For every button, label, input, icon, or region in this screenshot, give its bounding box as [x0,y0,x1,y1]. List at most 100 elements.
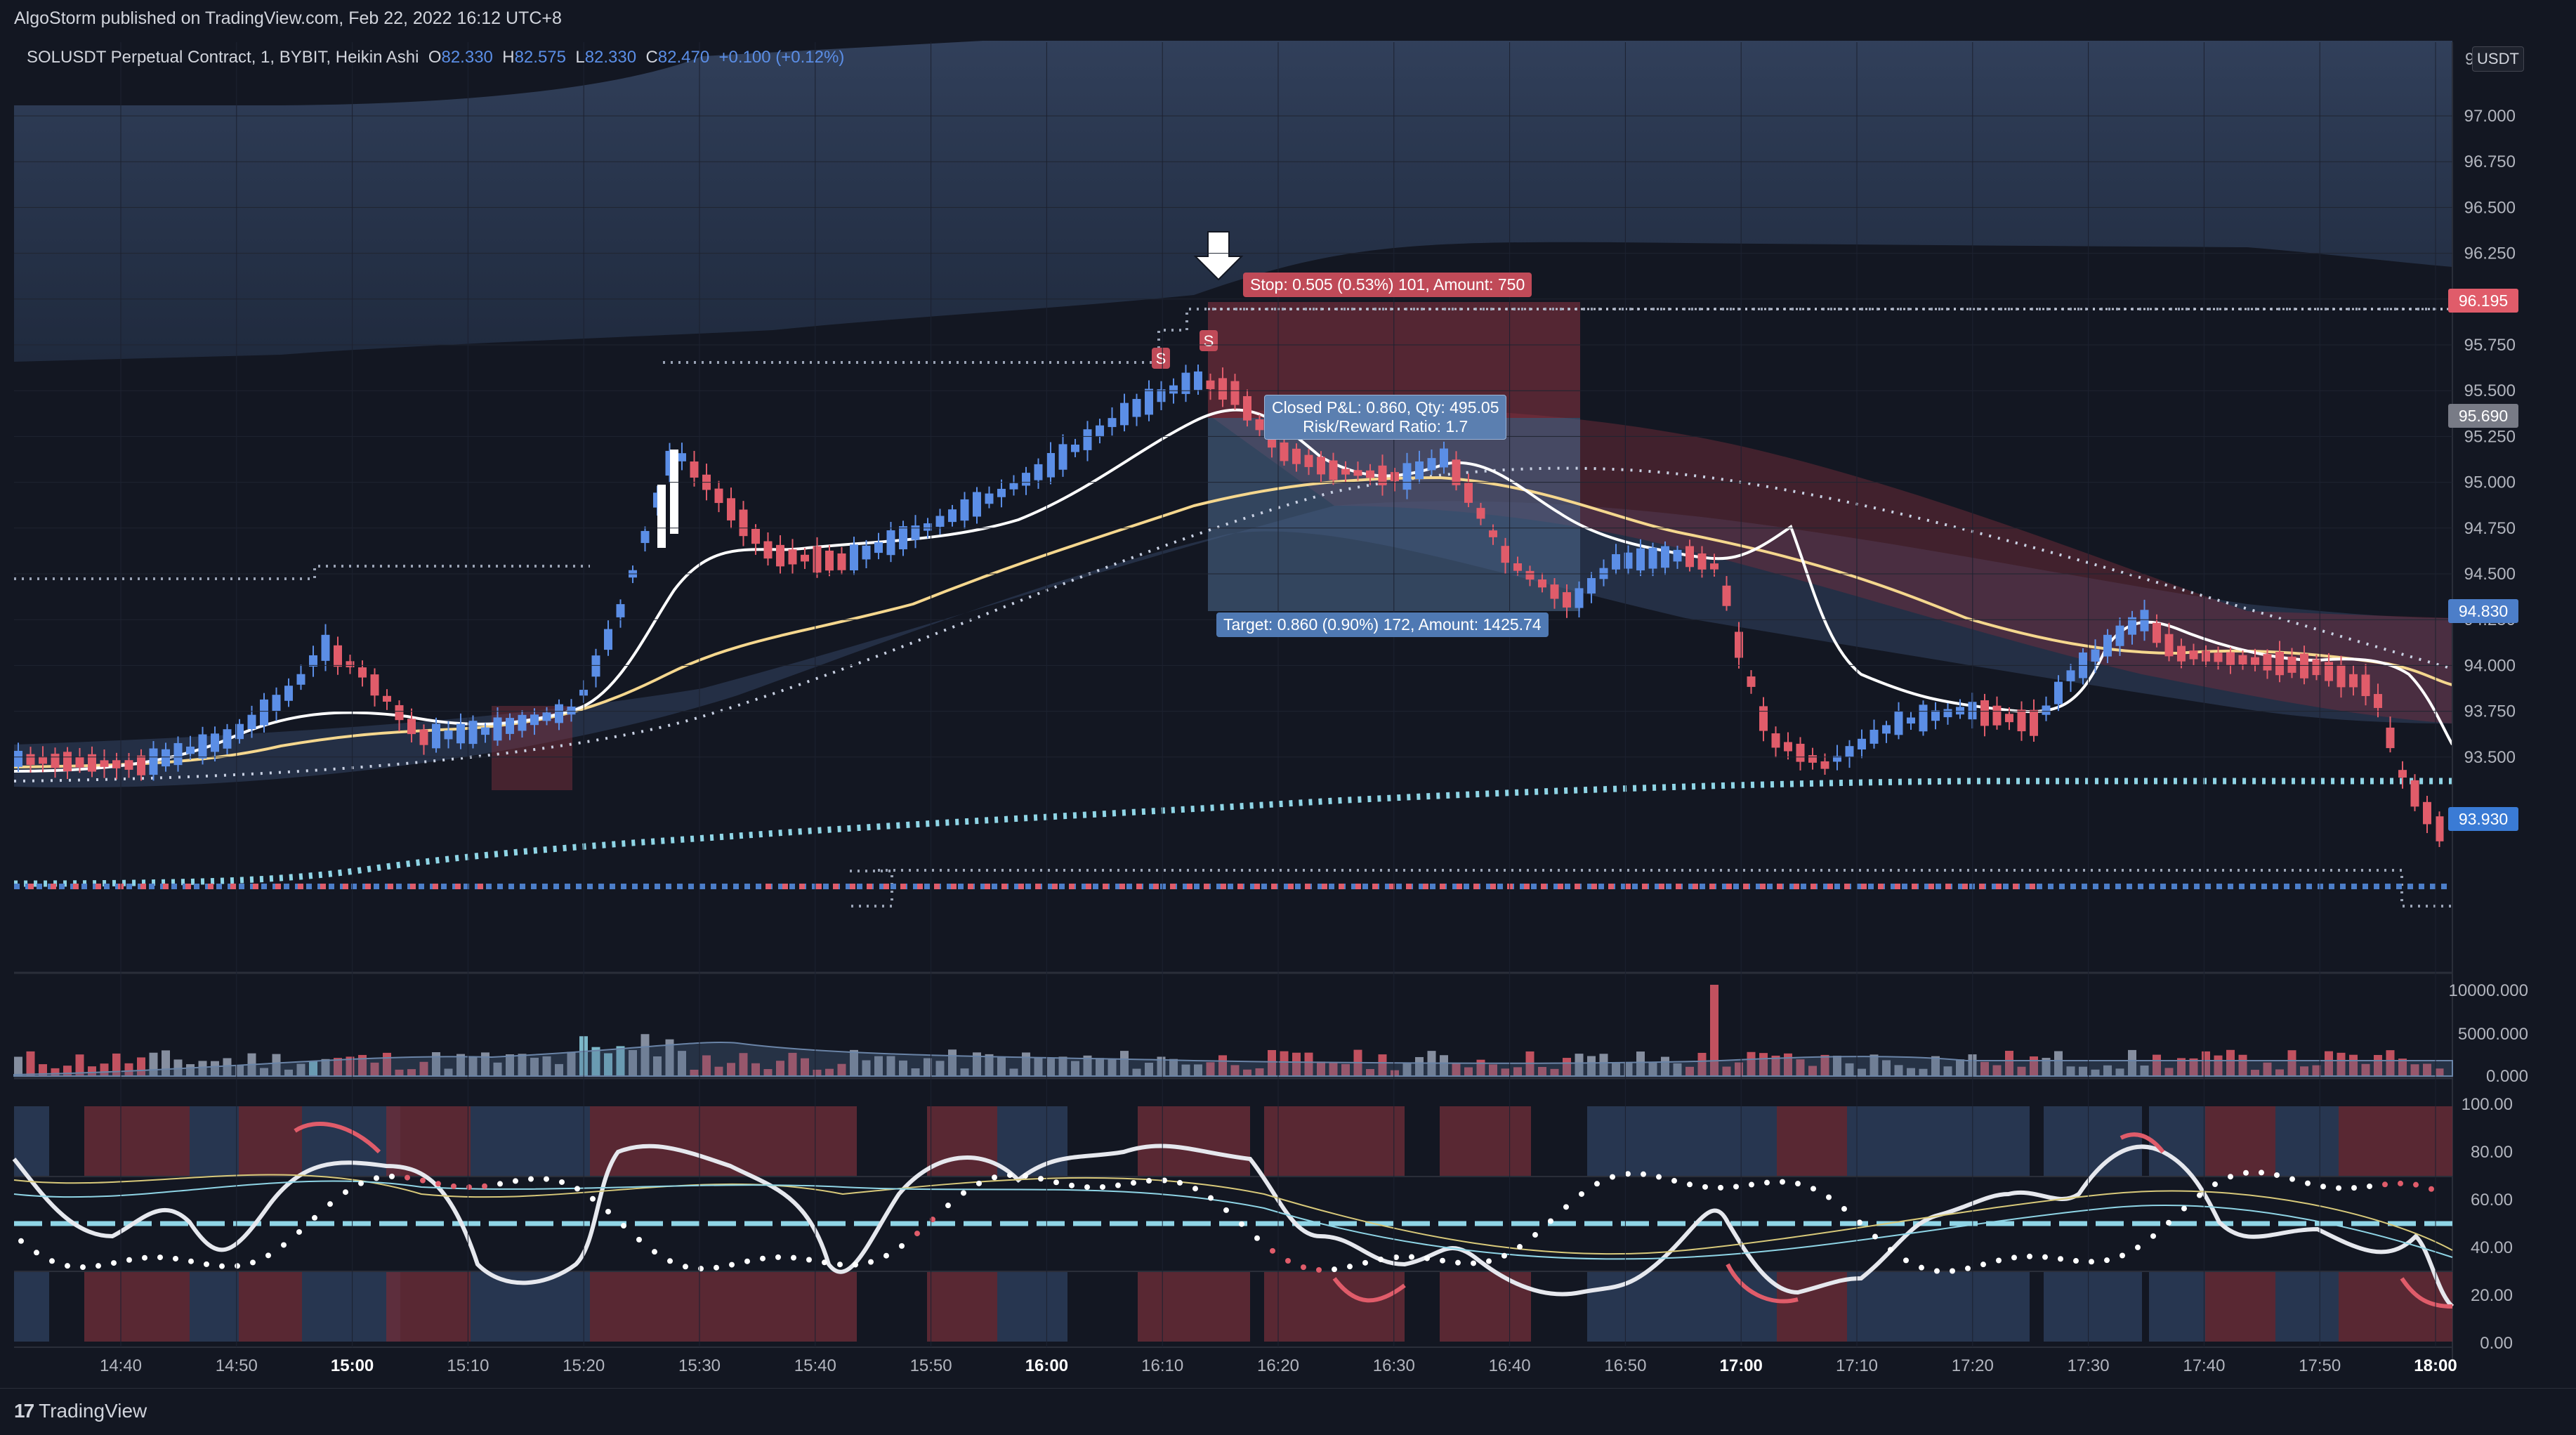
candle [776,544,784,567]
candle [26,754,35,765]
candle [296,674,305,685]
osc-dot [1409,1254,1414,1260]
osc-dot [126,1257,132,1263]
volume-bar [678,1051,686,1076]
price-candles[interactable] [14,365,2444,847]
candle [1894,711,1903,735]
volume-bar [51,1068,60,1076]
osc-dot [1965,1265,1971,1271]
candle [2300,653,2308,679]
osc-dot [2289,1176,2295,1182]
osc-dot [574,1186,580,1192]
candle [1353,470,1362,476]
osc-dot [1486,1258,1492,1264]
volume-bar [235,1065,244,1076]
candle [1550,584,1559,599]
candle [456,723,465,744]
osc-yellow-line [13,1174,2453,1255]
volume-bar [2312,1065,2321,1076]
osc-dot [1347,1264,1353,1270]
candle [468,721,478,745]
volume-bars[interactable] [14,985,2444,1076]
osc-dot [1007,1172,1013,1178]
symbol-legend: SOLUSDT Perpetual Contract, 1, BYBIT, He… [27,48,845,67]
candle [2349,674,2358,688]
candle [284,686,293,701]
volume-bar [690,1069,699,1076]
price-axis[interactable] [2452,42,2576,1388]
volume-bar [1120,1051,1129,1076]
price-label-last: 93.930 [2448,807,2518,831]
time-label: 15:40 [794,1356,836,1375]
volume-bar [985,1054,994,1076]
osc-dot [2166,1219,2171,1226]
volume-ma [13,1042,2453,1077]
candle [1317,457,1325,475]
volume-bar [616,1046,625,1076]
osc-dot [868,1259,874,1265]
volume-bar [1894,1065,1903,1076]
osc-dot [2058,1256,2063,1262]
osc-band-bottom [2149,1271,2205,1342]
volume-bar [407,1069,416,1076]
candle [2091,649,2100,662]
candle [407,719,416,735]
osc-signal-line [294,1122,2453,1309]
volume-bar [1747,1051,1756,1076]
osc-dot [2104,1257,2110,1264]
time-label: 16:00 [1025,1356,1068,1375]
candle [1169,385,1178,394]
osc-dot [2042,1254,2048,1260]
volume-bar [1415,1056,1424,1076]
price-tick: 94.500 [2464,565,2516,584]
time-label: 17:10 [1836,1356,1878,1375]
closed-pnl-label[interactable]: Closed P&L: 0.860, Qty: 495.05 Risk/Rewa… [1264,395,1507,440]
volume-bar [1992,1065,2002,1076]
osc-dot [667,1258,673,1264]
candle [14,750,22,767]
volume-bar [1550,1068,1559,1076]
candle [1329,460,1338,480]
osc-dot [1687,1181,1693,1188]
volume-bar [702,1055,711,1076]
volume-bar [591,1047,600,1076]
time-axis[interactable]: 14:40 14:50 15:00 15:10 15:20 15:30 15:40 15:50… [100,42,2457,1375]
volume-bar [1931,1056,1940,1076]
time-label: 14:40 [100,1356,142,1375]
chart-canvas[interactable]: S S 97.00096.75096.50096.25096.00095.750… [0,0,2576,1388]
tradingview-brand[interactable]: 17 TradingView [14,1400,147,1422]
osc-dot [1378,1256,1384,1262]
osc-band-top [1440,1106,1531,1177]
candle [1292,448,1301,464]
candle [1452,459,1461,485]
candle [801,554,809,562]
osc-dot [2120,1252,2125,1259]
volume-bar [1796,1059,1805,1076]
osc-dot [853,1262,858,1268]
candle [1255,419,1264,431]
volume-bar [1587,1056,1596,1076]
osc-dot [451,1183,456,1189]
osc-dot [1811,1186,1816,1192]
osc-band-bottom [2044,1271,2142,1342]
volume-bar [1329,1063,1338,1076]
volume-bar [39,1064,47,1076]
target-label[interactable]: Target: 0.860 (0.90%) 172, Amount: 1425.… [1216,612,1549,637]
osc-dot [2089,1259,2094,1265]
publish-info: AlgoStorm published on TradingView.com, … [14,8,562,28]
candle [51,754,60,768]
currency-button[interactable]: USDT [2472,46,2524,72]
osc-dot [2320,1184,2326,1190]
volume-bar [1538,1067,1546,1076]
candle [985,493,994,504]
volume-bar [198,1061,207,1076]
osc-band-bottom [239,1271,302,1342]
volume-bar [1722,1066,1731,1076]
price-tick: 96.750 [2464,152,2516,171]
candle [506,718,514,734]
osc-band-bottom [927,1271,997,1342]
osc-dot [188,1258,194,1264]
candle [591,655,600,677]
stop-label[interactable]: Stop: 0.505 (0.53%) 101, Amount: 750 [1243,273,1532,297]
candle [2140,610,2149,631]
